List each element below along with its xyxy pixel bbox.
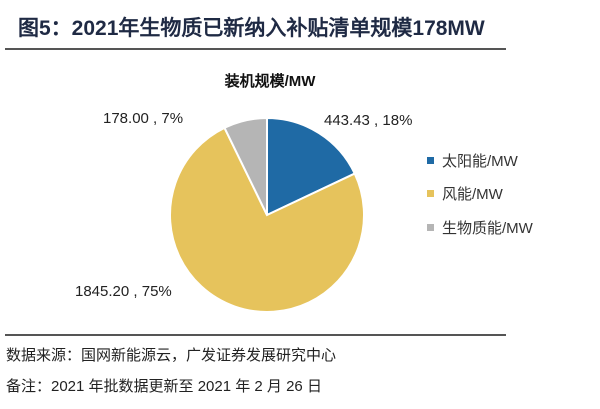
pie-slice-biomass	[223, 116, 268, 216]
legend-item-solar: 太阳能/MW	[427, 150, 518, 171]
title-divider	[5, 48, 506, 50]
note-text: 备注：2021 年批数据更新至 2021 年 2 月 26 日	[6, 378, 322, 395]
legend-label: 太阳能/MW	[442, 153, 518, 170]
legend-item-wind: 风能/MW	[427, 183, 503, 204]
source-text: 数据来源：国网新能源云，广发证券发展研究中心	[6, 347, 337, 364]
legend-item-biomass: 生物质能/MW	[427, 217, 533, 238]
legend-label: 生物质能/MW	[442, 220, 533, 237]
legend-swatch	[427, 157, 434, 164]
footer-divider	[5, 334, 506, 336]
data-label-biomass: 178.00 , 7%	[103, 110, 184, 127]
pie-slice-wind	[169, 126, 365, 313]
legend-swatch	[427, 190, 434, 197]
legend-label: 风能/MW	[442, 186, 503, 203]
data-label-wind: 1845.20 , 75%	[75, 283, 172, 300]
chart-title: 装机规模/MW	[224, 73, 316, 90]
data-label-solar: 443.43 , 18%	[324, 112, 413, 129]
legend-swatch	[427, 224, 434, 231]
pie-slice-solar	[266, 116, 357, 217]
figure-title: 图5：2021年生物质已新纳入补贴清单规模178MW	[18, 17, 485, 40]
